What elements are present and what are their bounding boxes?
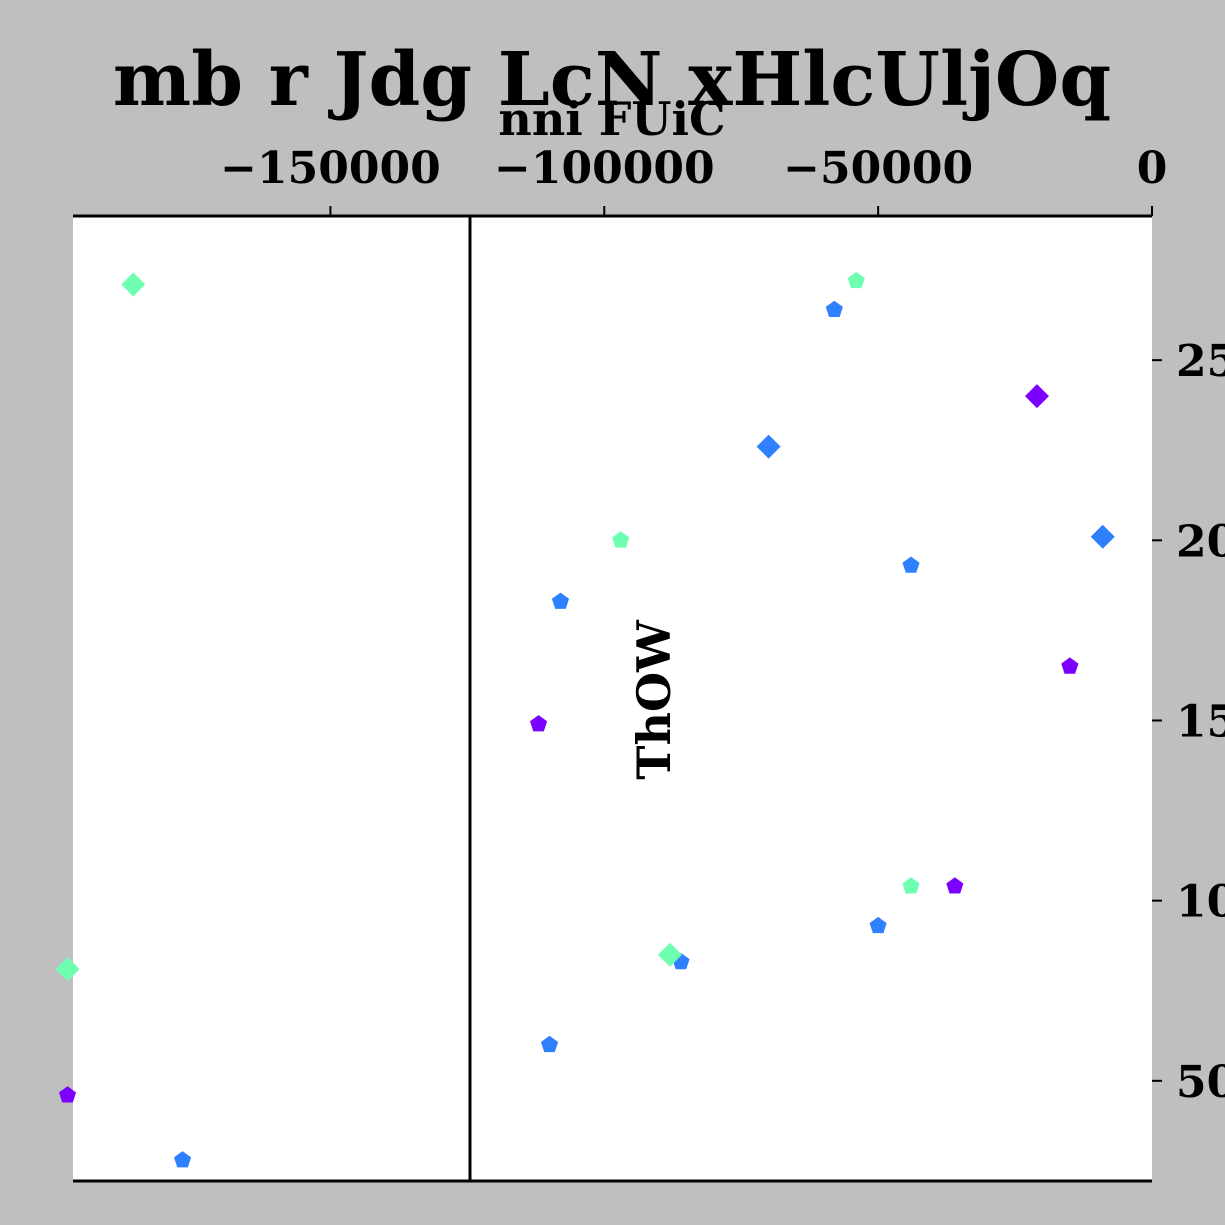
pentagon-point: [946, 877, 964, 894]
pentagon-point: [847, 271, 865, 289]
chart-title: mb r Jdg LcN xHlcUljOq: [113, 37, 1111, 123]
pentagon-point: [1061, 657, 1079, 674]
data-points: [55, 271, 1115, 1168]
diamond-point: [1024, 384, 1049, 409]
pentagon-point: [551, 592, 570, 609]
y-tick-label: 2500: [1176, 336, 1225, 387]
plot-area: [73, 216, 1152, 1181]
pentagon-point: [530, 715, 548, 732]
x-axis-label: nni FUiC: [498, 92, 725, 146]
x-tick-label: −100000: [494, 143, 715, 194]
pentagon-point: [612, 531, 630, 548]
diamond-point: [658, 942, 683, 967]
pentagon-point: [902, 877, 920, 894]
diamond-point: [55, 957, 80, 982]
x-tick-label: −150000: [220, 143, 441, 194]
x-tick-label: −50000: [783, 143, 973, 194]
y-tick-label: 1500: [1176, 696, 1225, 747]
pentagon-point: [902, 556, 920, 573]
y-tick-label: 500: [1176, 1057, 1225, 1108]
pentagon-point: [173, 1151, 192, 1168]
y-tick-label: 2000: [1176, 516, 1225, 567]
x-tick-label: 0: [1137, 143, 1168, 194]
pentagon-point: [825, 300, 843, 317]
diamond-point: [121, 272, 146, 297]
y-tick-label: 1000: [1176, 877, 1225, 928]
y-axis-ticks: 500 1000 1500 2000 2500: [1152, 336, 1225, 1108]
pentagon-point: [540, 1035, 559, 1053]
diamond-point: [756, 434, 781, 459]
pentagon-point: [869, 916, 887, 934]
x-axis-ticks: −150000 −100000 −50000 0: [220, 143, 1167, 216]
diamond-point: [1090, 524, 1115, 549]
y-axis-label: ThOW: [627, 619, 681, 780]
pentagon-point: [58, 1086, 77, 1103]
